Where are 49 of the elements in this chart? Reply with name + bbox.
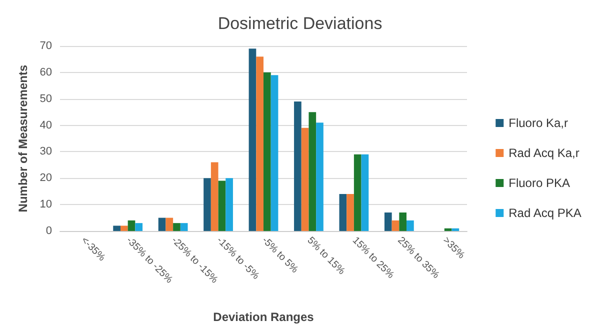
y-tick-label: 40: [40, 119, 52, 132]
bar: [452, 228, 460, 231]
bar: [135, 223, 143, 231]
bar: [210, 162, 218, 231]
bar: [308, 112, 316, 231]
bar: [226, 178, 233, 231]
y-tick-label: 60: [40, 66, 52, 78]
x-tick-label: 25% to 35%: [395, 235, 442, 282]
bar: [354, 154, 362, 231]
bar: [301, 128, 309, 231]
chart-title: Dosimetric Deviations: [218, 14, 382, 33]
bar: [248, 48, 256, 231]
y-tick-label: 20: [40, 172, 52, 184]
y-tick-label: 10: [40, 198, 52, 211]
x-tick-label: 15% to 25%: [350, 235, 396, 282]
bar: [218, 180, 226, 231]
bar: [294, 102, 302, 231]
legend-label: Fluoro PKA: [508, 176, 570, 190]
bar: [406, 220, 414, 231]
bar: [444, 228, 452, 231]
bar: [384, 212, 392, 231]
bar: [264, 72, 271, 231]
bar: [180, 223, 188, 231]
bar: [113, 226, 120, 231]
bar: [346, 194, 354, 231]
bar: [120, 226, 128, 231]
bar: [339, 194, 347, 231]
bar: [158, 218, 166, 231]
x-tick-label: 5% to 15%: [304, 235, 347, 278]
bar: [204, 178, 211, 231]
bar: [173, 223, 180, 231]
x-axis-title: Deviation Ranges: [213, 310, 314, 324]
bar: [361, 154, 369, 231]
y-tick-label: 30: [40, 146, 52, 158]
x-tick-label: -5% to 5%: [260, 235, 300, 276]
y-tick-label: 0: [46, 225, 52, 237]
bar: [256, 56, 264, 231]
y-axis-title: Number of Measurements: [16, 64, 30, 212]
y-tick-label: 70: [40, 40, 52, 52]
legend-label: Rad Acq Ka,r: [508, 146, 580, 160]
y-tick-label: 50: [40, 92, 52, 105]
bar: [270, 75, 278, 231]
legend-label: Rad Acq PKA: [508, 206, 582, 220]
legend-label: Fluoro Ka,r: [508, 116, 568, 130]
bar: [392, 220, 400, 231]
bar: [166, 218, 174, 231]
bar: [399, 212, 407, 231]
bar: [316, 122, 324, 231]
bar: [128, 220, 136, 231]
